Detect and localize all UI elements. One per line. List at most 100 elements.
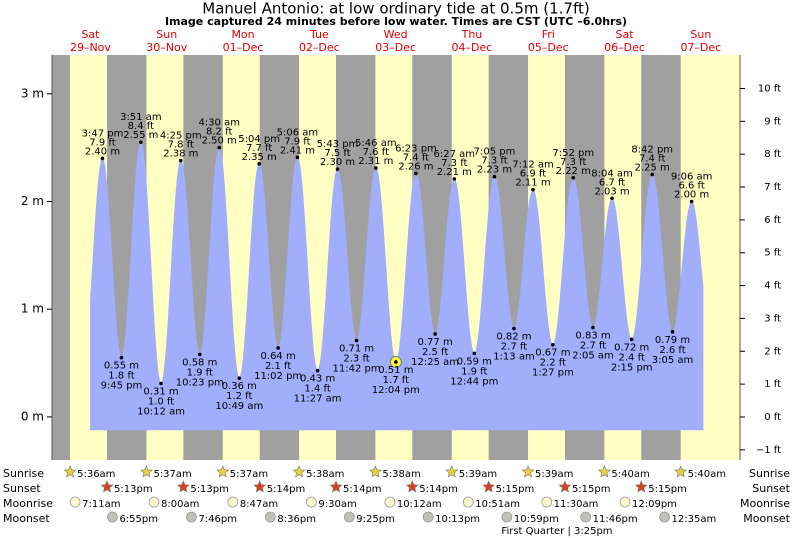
tide-label: 5:06 am [277,127,319,138]
tide-area [258,162,279,431]
day-date: 01–Dec [223,41,264,54]
almanac-icon [100,480,114,493]
tide-label: 4:25 pm [160,131,202,142]
tide-label: 0.58 m [182,357,217,368]
tide-label: 11:27 am [294,394,342,405]
tide-point [315,368,320,373]
tide-label: 8.4 ft [128,121,154,132]
tide-label: 7.5 ft [324,148,350,159]
almanac-time: 5:15pm [496,484,535,495]
almanac-icon [186,511,197,523]
day-date: 29–Nov [70,41,111,54]
y2-tick-label: 3 ft [764,313,781,324]
tide-point [237,376,242,380]
tide-area [356,167,377,431]
almanac-time: 5:38am [382,469,420,480]
almanac-icon [482,480,496,493]
tide-point [119,355,124,360]
tide-label: 0.36 m [222,381,257,392]
tide-point [295,155,300,160]
day-name: Sat [81,28,100,41]
tide-label: 2.4 ft [619,352,645,363]
tide-point [139,140,143,145]
tide-label: 7.3 ft [481,156,507,167]
tide-label: 5:43 pm [317,139,359,150]
tide-area [552,176,574,431]
almanac-time: 5:13pm [114,484,153,495]
tide-area [691,200,704,431]
almanac-icon [422,511,434,523]
day-date: 30–Nov [146,41,187,54]
tide-label: 11:42 pm [332,363,380,374]
row-label: Moonset [743,512,790,525]
day-name: Fri [542,28,555,41]
tide-point [610,196,614,201]
day-name: Mon [231,28,254,41]
tide-label: 1.2 ft [226,391,252,402]
tide-label: 5:04 pm [238,134,280,145]
tide-label: 2.2 ft [540,358,566,369]
almanac-time: 12:09pm [632,499,677,510]
tide-label: 2.3 ft [343,353,369,364]
almanac-time: 10:51am [475,499,520,510]
almanac-time: 5:40am [611,469,649,480]
tide-label: 1.0 ft [148,397,174,408]
tide-label: 0.71 m [339,343,374,354]
tide-label: 2.03 m [594,186,629,197]
tide-area [415,172,436,431]
almanac-icon [619,496,631,508]
tide-label: 1:27 pm [532,368,574,379]
almanac-icon [405,480,419,493]
tide-area [631,173,653,431]
tide-label: 7.4 ft [403,152,429,163]
tide-label: 3:51 am [120,112,162,123]
tide-area [140,142,162,431]
tide-area [473,175,495,431]
tide-label: 0.77 m [418,337,453,348]
tide-area [121,141,142,431]
tide-label: 5:46 am [355,138,397,149]
tide-label: 10:12 am [137,407,185,418]
tide-area [494,175,515,431]
tide-label: 1.9 ft [461,366,487,377]
almanac-icon [329,480,343,493]
tide-point [629,337,634,342]
almanac-time: 10:13pm [435,514,480,525]
tide-point [472,351,477,356]
tide-point [394,360,398,364]
tide-point [452,177,457,181]
almanac-icon [253,480,267,493]
tide-label: 2.7 ft [501,342,527,353]
tide-label: 7.9 ft [89,137,115,148]
tide-label: 2.25 m [635,163,670,174]
almanac-icon [306,496,317,508]
tide-label: 2.11 m [515,178,550,189]
tide-label: 7.6 ft [363,147,389,158]
tide-point [650,172,655,177]
tide-label: 0.59 m [457,356,492,367]
almanac-time: 5:37am [230,469,268,480]
tide-label: 7.9 ft [284,136,310,147]
tide-label: 12:44 pm [450,376,498,387]
tide-label: 6:27 am [434,149,476,160]
day-name: Sun [690,28,711,41]
tide-label: 7.7 ft [246,143,272,154]
almanac-icon [368,465,382,478]
tide-area [592,197,613,431]
tide-label: 10:49 am [215,401,263,412]
almanac-time: 11:30am [554,499,599,510]
almanac-icon [148,496,160,508]
tide-area [180,159,201,431]
tide-label: 9:45 pm [101,381,143,392]
tide-label: 8:42 pm [631,145,673,156]
almanac-time: 6:55pm [119,514,158,525]
tide-label: 6.6 ft [678,180,704,191]
tide-label: 2.6 ft [659,345,685,356]
almanac-icon [580,511,592,523]
day-date: 07–Dec [680,41,721,54]
almanac-time: 12:35am [672,514,717,525]
tide-label: 1.7 ft [383,375,409,386]
day-name: Tue [309,28,329,41]
tide-point [531,187,535,192]
tide-point [335,167,340,171]
